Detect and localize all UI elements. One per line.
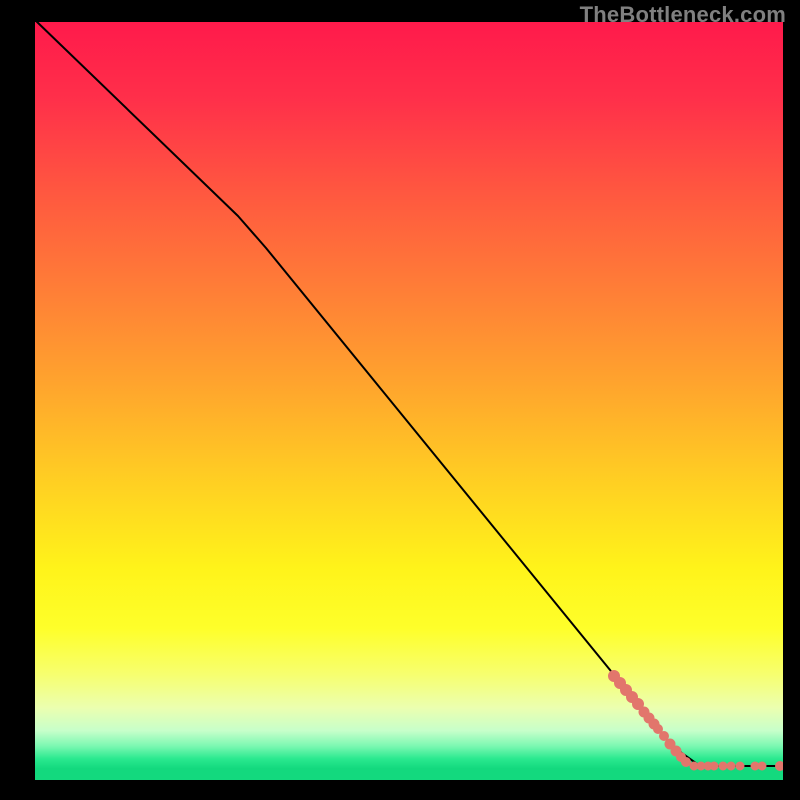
data-point	[710, 762, 718, 770]
gradient-background	[35, 22, 783, 780]
data-point	[758, 762, 766, 770]
frame-left	[0, 0, 35, 800]
plot-svg	[0, 0, 800, 800]
data-point	[660, 732, 669, 741]
data-point	[719, 762, 727, 770]
chart-root: TheBottleneck.com	[0, 0, 800, 800]
data-point	[682, 758, 691, 767]
frame-right	[783, 0, 800, 800]
data-point	[727, 762, 735, 770]
frame-bottom	[0, 780, 800, 800]
watermark-text: TheBottleneck.com	[580, 2, 786, 28]
data-point	[736, 762, 744, 770]
